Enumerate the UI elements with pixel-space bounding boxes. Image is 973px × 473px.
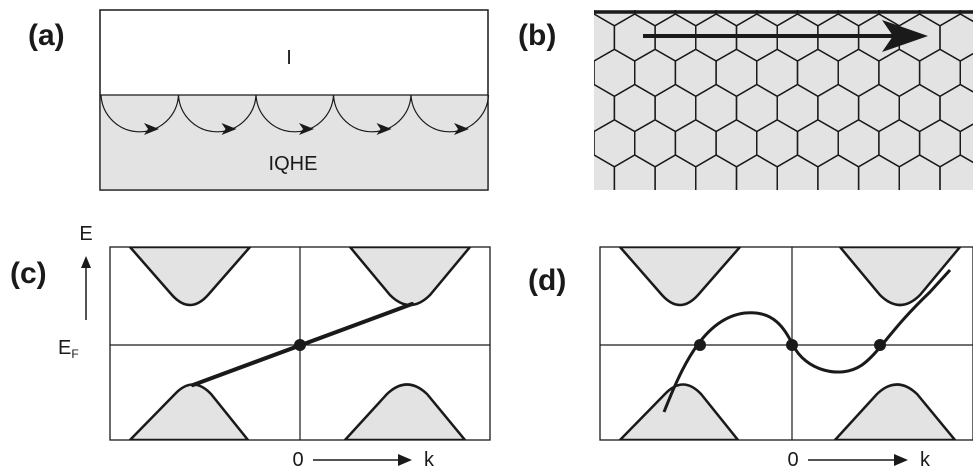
panel-a: (a) I IQHE	[28, 9, 490, 191]
k-arrow-c	[313, 454, 412, 466]
lattice-hexagon	[613, 189, 616, 190]
lattice-hexagon	[574, 226, 615, 273]
valence-band-right-d	[833, 383, 957, 440]
panel-b: (b)	[492, 10, 973, 343]
lattice-hexagon	[777, 226, 818, 273]
valence-band-left-d	[618, 383, 740, 440]
lattice-hexagon	[594, 130, 595, 156]
panel-d: (d) 0 k	[528, 246, 973, 471]
lattice-hexagon	[817, 189, 819, 190]
conduction-band-right	[348, 247, 472, 307]
lattice-hexagon	[940, 296, 973, 343]
lattice-hexagon	[492, 226, 533, 273]
skipping-orbit	[332, 94, 412, 133]
orbit-arrowhead	[454, 123, 469, 135]
orbit-arrowhead	[144, 123, 159, 135]
panel-a-label: (a)	[28, 19, 65, 52]
panel-c: (c) E EF 0 k	[10, 223, 491, 471]
lattice-hexagon	[594, 60, 595, 86]
skipping-orbit	[177, 94, 257, 133]
lattice-hexagon	[737, 226, 778, 273]
lattice-hexagon	[898, 189, 901, 190]
conduction-band-left	[128, 247, 252, 307]
energy-up-arrow	[81, 256, 91, 320]
lattice-hexagon	[735, 189, 738, 190]
lattice-hexagon	[959, 52, 973, 93]
lattice-hexagon	[492, 85, 533, 132]
lattice-hexagon	[574, 296, 615, 343]
lattice-hexagon	[939, 189, 941, 190]
conduction-band-left-d	[618, 247, 742, 307]
lattice-hexagon	[533, 85, 574, 132]
panel-d-label: (d)	[528, 264, 566, 297]
lattice-hexagon	[776, 189, 779, 190]
edge-current-arrow	[643, 20, 928, 52]
panel-c-frame	[109, 246, 491, 441]
panel-c-label: (c)	[10, 257, 47, 290]
lattice-hexagon	[960, 190, 973, 237]
fermi-crossing-center	[786, 339, 798, 351]
honeycomb-lattice	[492, 10, 973, 343]
lattice-hexagon	[960, 261, 973, 308]
orbit-arrowhead	[376, 123, 392, 135]
lattice-hexagon	[959, 123, 973, 164]
orbit-arrowhead	[221, 123, 237, 135]
energy-axis-label: E	[79, 223, 92, 245]
lattice-hexagon	[513, 120, 554, 167]
k-origin-label-c: 0	[292, 449, 303, 471]
lattice-hexagon	[492, 296, 533, 343]
iqhe-label: IQHE	[269, 153, 318, 175]
conduction-band-right-d	[838, 247, 962, 307]
lattice-hexagon	[492, 155, 533, 202]
panel-b-label: (b)	[518, 19, 556, 52]
skipping-orbit	[410, 94, 490, 133]
valence-band-left	[128, 383, 250, 440]
lattice-hexagon	[533, 296, 574, 343]
skipping-orbits	[100, 94, 490, 135]
fermi-crossing-right	[874, 339, 886, 351]
fermi-crossing-left	[694, 339, 706, 351]
lattice-hexagon	[818, 296, 859, 343]
k-axis-label-d: k	[920, 449, 931, 471]
lattice-hexagon	[533, 155, 574, 202]
skipping-orbit	[255, 94, 335, 133]
fermi-crossing-point	[294, 339, 306, 351]
lattice-hexagon	[694, 189, 697, 190]
lattice-hexagon	[696, 296, 737, 343]
fermi-energy-label: EF	[58, 337, 79, 361]
k-origin-label-d: 0	[787, 449, 798, 471]
iqhe-region	[100, 95, 488, 190]
insulator-label: I	[286, 47, 292, 69]
skipping-orbit	[100, 94, 180, 133]
lattice-hexagon	[513, 190, 554, 237]
lattice-hexagon	[939, 154, 973, 190]
lattice-hexagon	[857, 189, 860, 190]
lattice-hexagon	[777, 296, 818, 343]
lattice-hexagon	[654, 189, 656, 190]
lattice-hexagon	[594, 10, 595, 15]
lattice-hexagon	[798, 261, 839, 308]
valence-band-right	[343, 383, 467, 440]
lattice-hexagon	[614, 296, 655, 343]
lattice-hexagon	[553, 190, 594, 237]
k-axis-label-c: k	[424, 449, 435, 471]
lattice-hexagon	[513, 49, 554, 96]
panel-d-frame	[599, 246, 973, 441]
k-arrow-d	[808, 454, 908, 466]
lattice-hexagon	[757, 261, 798, 308]
orbit-arrowhead	[299, 123, 314, 135]
